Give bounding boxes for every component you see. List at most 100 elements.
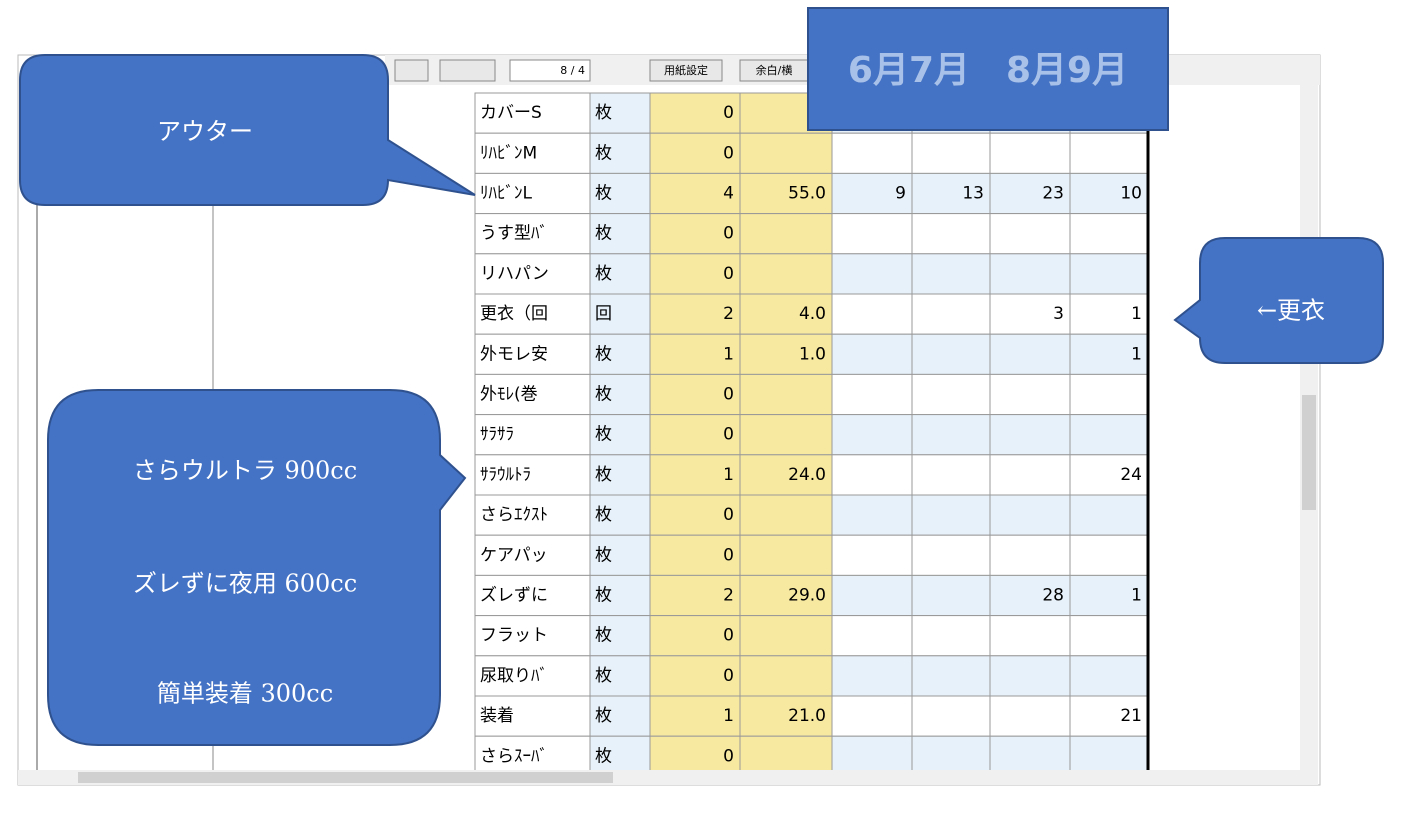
cell-text: さらｴｸｽﾄ: [480, 505, 548, 525]
cell-text: 枚: [595, 184, 612, 204]
cell-text: ｻﾗｳﾙﾄﾗ: [480, 465, 531, 485]
cell-text: 0: [723, 264, 734, 284]
callout-text: ズレずに夜用 600cc: [133, 570, 357, 598]
cell-text: 21: [1120, 706, 1142, 726]
h-scroll-thumb[interactable]: [78, 772, 613, 783]
cell: [911, 534, 991, 576]
cell: [649, 172, 741, 215]
cell-text: 21.0: [788, 706, 826, 726]
cell: [989, 172, 1071, 215]
callout: [19, 54, 476, 206]
cell: [1069, 253, 1149, 295]
cell: [911, 333, 991, 375]
cell-text: 1: [723, 344, 734, 364]
cell: [589, 454, 651, 496]
page-number: 8 / 4: [560, 64, 585, 77]
cell-text: ﾘﾊﾋﾞﾝM: [480, 143, 537, 163]
cell: [474, 293, 591, 335]
next-button[interactable]: [439, 59, 496, 82]
cell: [831, 333, 913, 375]
page-input[interactable]: [509, 59, 591, 82]
cell: [911, 494, 991, 536]
button-label: 用紙設定: [664, 63, 708, 77]
cell-text: 0: [723, 545, 734, 565]
cell-text: 4.0: [799, 304, 826, 324]
cell: [989, 213, 1071, 255]
cell-text: 10: [1120, 184, 1142, 204]
cell-text: カバーS: [480, 103, 542, 123]
cell: [739, 213, 833, 255]
cell-text: 枚: [595, 143, 612, 163]
cell: [649, 615, 741, 657]
cell: [649, 494, 741, 536]
cell: [989, 414, 1071, 456]
cell: [1069, 293, 1149, 335]
cell: [1069, 172, 1149, 215]
cell: [911, 695, 991, 737]
cell: [831, 132, 913, 174]
cell: [739, 574, 833, 617]
cell-text: リハパン: [480, 264, 549, 284]
cell: [474, 534, 591, 576]
cell: [739, 494, 833, 536]
cell-text: 枚: [595, 344, 612, 364]
cell: [474, 414, 591, 456]
cell: [474, 132, 591, 174]
cell: [739, 333, 833, 375]
cell-text: 0: [723, 626, 734, 646]
cell-text: 1.0: [799, 344, 826, 364]
cell: [911, 253, 991, 295]
button[interactable]: [649, 59, 723, 82]
cell: [989, 253, 1071, 295]
cell: [911, 414, 991, 456]
cell: [589, 494, 651, 536]
cell-text: 装着: [480, 706, 514, 726]
cell-text: 2: [723, 586, 734, 606]
cell: [831, 534, 913, 576]
cell: [989, 373, 1071, 416]
cell: [831, 172, 913, 215]
cell-text: 枚: [595, 505, 612, 525]
cell-text: 1: [723, 465, 734, 485]
button-label: 余白/横: [756, 63, 793, 77]
cell: [474, 373, 591, 416]
cell-text: 24.0: [788, 465, 826, 485]
cell-text: 0: [723, 103, 734, 123]
cell: [739, 253, 833, 295]
cell-text: 枚: [595, 103, 612, 123]
cell: [474, 253, 591, 295]
table: カバーS 枚 0ﾘﾊﾋﾞﾝM 枚 0ﾘﾊﾋﾞﾝL 枚 4 55.0 9 13 23 10うす型ﾊﾞ枚 0…: [474, 85, 1149, 777]
cell: [739, 655, 833, 697]
cell-text: うす型ﾊﾞ: [480, 224, 548, 244]
banner-text: 6月7月 8月9月: [848, 50, 1128, 91]
cell: [911, 655, 991, 697]
cell: [1069, 414, 1149, 456]
callout-text: さらウルトラ 900cc: [133, 457, 357, 485]
cell: [911, 615, 991, 657]
v-scroll-thumb[interactable]: [1302, 395, 1316, 510]
cell-text: 0: [723, 746, 734, 766]
cell-text: 29.0: [788, 586, 826, 606]
cell: [739, 373, 833, 416]
cell: [589, 373, 651, 416]
cell: [649, 132, 741, 174]
cell-text: 枚: [595, 626, 612, 646]
cell: [831, 695, 913, 737]
cell: [989, 655, 1071, 697]
cell: [649, 574, 741, 617]
cell-text: 13: [962, 184, 984, 204]
cell-text: 枚: [595, 465, 612, 485]
cell-text: 回: [595, 304, 612, 324]
cell: [911, 293, 991, 335]
cell: [831, 615, 913, 657]
cell-text: 0: [723, 666, 734, 686]
cell-text: 2: [723, 304, 734, 324]
cell-text: 24: [1120, 465, 1142, 485]
cell-text: 1: [723, 706, 734, 726]
prev-button[interactable]: [394, 59, 429, 82]
cell: [649, 534, 741, 576]
callout-text: ←更衣: [1257, 297, 1325, 325]
cell-text: 枚: [595, 264, 612, 284]
callout-text: アウター: [157, 118, 253, 146]
